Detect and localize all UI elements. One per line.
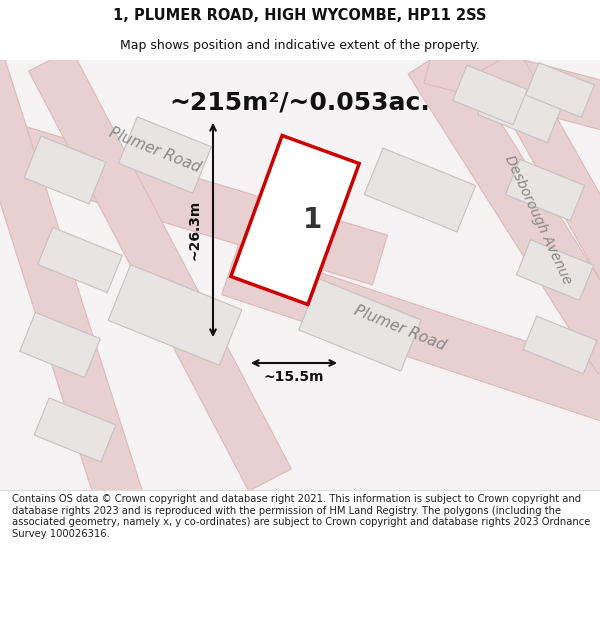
Polygon shape xyxy=(523,316,597,374)
Polygon shape xyxy=(34,398,116,462)
Polygon shape xyxy=(482,49,600,301)
Polygon shape xyxy=(505,159,584,221)
Text: Plumer Road: Plumer Road xyxy=(352,302,448,353)
Polygon shape xyxy=(231,136,359,304)
Polygon shape xyxy=(108,265,242,365)
Text: ~15.5m: ~15.5m xyxy=(264,370,324,384)
Text: Map shows position and indicative extent of the property.: Map shows position and indicative extent… xyxy=(120,39,480,51)
Polygon shape xyxy=(119,117,211,193)
Polygon shape xyxy=(299,279,421,371)
Polygon shape xyxy=(526,62,595,118)
Polygon shape xyxy=(38,228,122,292)
Polygon shape xyxy=(24,136,106,204)
Text: 1: 1 xyxy=(304,206,323,234)
Text: Desborough Avenue: Desborough Avenue xyxy=(502,153,574,287)
Text: Contains OS data © Crown copyright and database right 2021. This information is : Contains OS data © Crown copyright and d… xyxy=(12,494,590,539)
Polygon shape xyxy=(0,115,388,285)
Polygon shape xyxy=(222,246,600,424)
Polygon shape xyxy=(29,49,291,491)
Polygon shape xyxy=(408,46,600,374)
Polygon shape xyxy=(364,148,476,232)
Text: Plumer Road: Plumer Road xyxy=(107,125,203,175)
Text: ~215m²/~0.053ac.: ~215m²/~0.053ac. xyxy=(170,90,430,114)
Polygon shape xyxy=(20,312,100,378)
Polygon shape xyxy=(453,65,527,125)
Polygon shape xyxy=(517,239,593,301)
Polygon shape xyxy=(478,78,562,142)
Text: ~26.3m: ~26.3m xyxy=(188,200,202,260)
Text: 1, PLUMER ROAD, HIGH WYCOMBE, HP11 2SS: 1, PLUMER ROAD, HIGH WYCOMBE, HP11 2SS xyxy=(113,8,487,22)
Polygon shape xyxy=(0,52,143,508)
Polygon shape xyxy=(424,37,600,133)
